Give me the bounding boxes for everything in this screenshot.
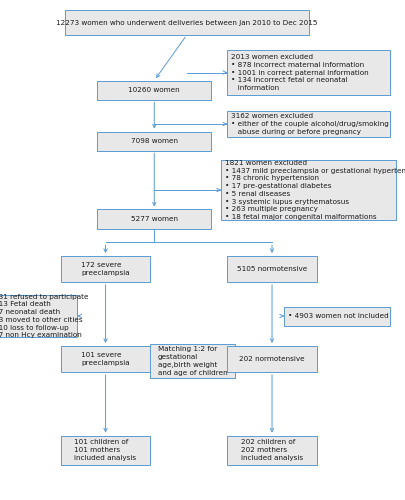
Text: 202 children of
202 mothers
included analysis: 202 children of 202 mothers included ana… <box>240 440 303 461</box>
Text: 7098 women: 7098 women <box>130 138 177 144</box>
FancyBboxPatch shape <box>227 436 316 464</box>
FancyBboxPatch shape <box>97 80 211 100</box>
Text: 5277 women: 5277 women <box>130 216 177 222</box>
Text: 12273 women who underwent deliveries between Jan 2010 to Dec 2015: 12273 women who underwent deliveries bet… <box>56 20 317 26</box>
Text: Matching 1:2 for
gestational
age,birth weight
and age of children: Matching 1:2 for gestational age,birth w… <box>158 346 227 376</box>
FancyBboxPatch shape <box>284 306 389 326</box>
Text: 2013 women excluded
• 878 incorrect maternal information
• 1001 in correct pater: 2013 women excluded • 878 incorrect mate… <box>231 54 368 91</box>
FancyBboxPatch shape <box>97 210 211 229</box>
Text: 10260 women: 10260 women <box>128 87 180 93</box>
FancyBboxPatch shape <box>227 50 389 95</box>
Text: 1821 women excluded
• 1437 mild preeclampsia or gestational hypertension
• 78 ch: 1821 women excluded • 1437 mild preeclam… <box>225 160 405 220</box>
Text: 172 severe
preeclampsia: 172 severe preeclampsia <box>81 262 130 276</box>
FancyBboxPatch shape <box>227 256 316 282</box>
FancyBboxPatch shape <box>65 10 308 35</box>
FancyBboxPatch shape <box>61 436 150 464</box>
FancyBboxPatch shape <box>0 294 77 337</box>
FancyBboxPatch shape <box>227 346 316 372</box>
Text: 101 severe
preeclampsia: 101 severe preeclampsia <box>81 352 130 366</box>
Text: 101 children of
101 mothers
included analysis: 101 children of 101 mothers included ana… <box>74 440 136 461</box>
FancyBboxPatch shape <box>150 344 235 378</box>
Text: • 4903 women not included: • 4903 women not included <box>288 313 388 319</box>
Text: • 31 refused to participate
• 13 Fetal death
• 7 neonatal death
• 3 moved to oth: • 31 refused to participate • 13 Fetal d… <box>0 294 88 339</box>
Text: 202 normotensive: 202 normotensive <box>239 356 304 362</box>
Text: 5105 normotensive: 5105 normotensive <box>236 266 307 272</box>
Text: 3162 women excluded
• either of the couple alcohol/drug/smoking
   abuse during : 3162 women excluded • either of the coup… <box>231 114 388 134</box>
FancyBboxPatch shape <box>227 111 389 137</box>
FancyBboxPatch shape <box>61 346 150 372</box>
FancyBboxPatch shape <box>61 256 150 282</box>
FancyBboxPatch shape <box>221 160 395 220</box>
FancyBboxPatch shape <box>97 132 211 150</box>
